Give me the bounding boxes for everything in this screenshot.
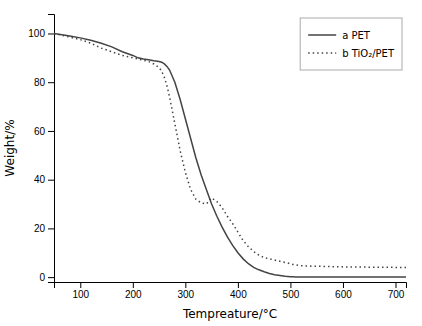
tick-mark	[290, 282, 291, 288]
tick-label: 700	[388, 289, 405, 300]
legend-label: b TiO₂/PET	[342, 48, 395, 59]
tick-label: 100	[28, 28, 45, 39]
tick: 40	[34, 174, 54, 185]
tick-label: 80	[34, 77, 46, 88]
tick: 600	[335, 282, 352, 300]
tick: 0	[39, 272, 54, 283]
plot: 100 200 300 400 500 600 700 0 20 40 60 80 100 a PET b …	[28, 15, 406, 301]
legend: a PET b TiO₂/PET	[300, 18, 402, 70]
tick-label: 200	[125, 289, 142, 300]
tick-mark	[48, 131, 54, 132]
x-axis: 100 200 300 400 500 600 700	[55, 282, 407, 300]
tick-label: 400	[230, 289, 247, 300]
tick: 80	[34, 77, 54, 88]
y-axis-label: Weight/%	[3, 119, 17, 176]
axis-line	[55, 283, 407, 289]
tick-mark	[185, 282, 186, 288]
tick-mark	[133, 282, 134, 288]
tick: 60	[34, 126, 54, 137]
tick-label: 300	[177, 289, 194, 300]
tick: 100	[28, 28, 54, 39]
tick-mark	[395, 282, 396, 288]
axis-line	[48, 15, 55, 283]
tick-mark	[48, 228, 54, 229]
legend-label: a PET	[342, 30, 371, 41]
tick-mark	[343, 282, 344, 288]
tick-mark	[48, 180, 54, 181]
tick-label: 600	[335, 289, 352, 300]
tick: 20	[34, 223, 54, 234]
tick-label: 100	[72, 289, 89, 300]
tick-mark	[238, 282, 239, 288]
tick-label: 40	[34, 174, 46, 185]
x-axis-label: Tempreature/°C	[182, 307, 277, 321]
tick-mark	[48, 33, 54, 34]
tick: 100	[72, 282, 89, 300]
tick: 700	[388, 282, 405, 300]
tick: 200	[125, 282, 142, 300]
legend-box	[300, 18, 402, 70]
tick-label: 500	[283, 289, 300, 300]
y-axis: 0 20 40 60 80 100	[28, 15, 54, 283]
tick-mark	[80, 282, 81, 288]
tick: 500	[283, 282, 300, 300]
tick-mark	[48, 82, 54, 83]
tick-label: 20	[34, 223, 46, 234]
legend-swatch	[308, 34, 336, 36]
legend-swatch	[308, 52, 336, 54]
tick-label: 60	[34, 126, 46, 137]
chart: 100 200 300 400 500 600 700 0 20 40 60 80 100 a PET b …	[0, 0, 422, 326]
tick-mark	[48, 277, 54, 278]
tick: 400	[230, 282, 247, 300]
tick: 300	[177, 282, 194, 300]
tick-label: 0	[39, 272, 45, 283]
